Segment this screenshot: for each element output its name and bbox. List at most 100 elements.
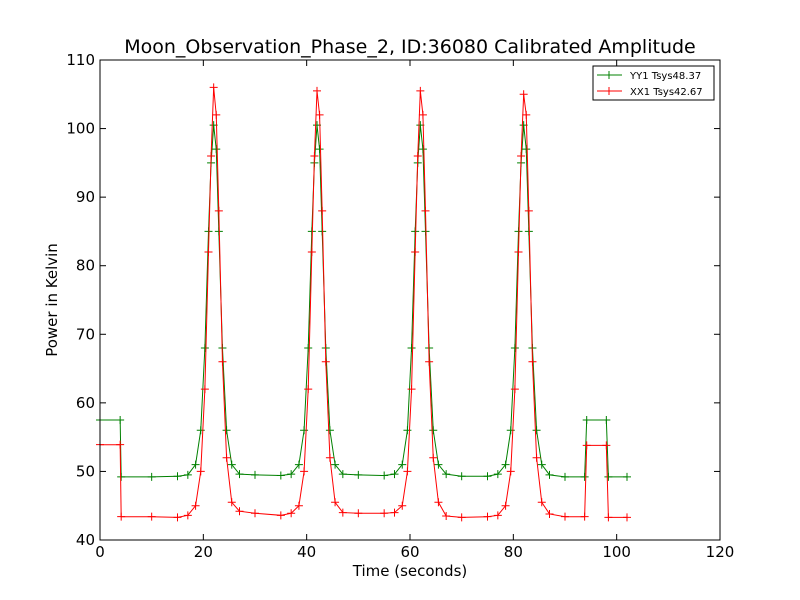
data-point [561,472,569,481]
data-point [582,416,591,424]
data-point [510,385,519,394]
data-point [354,509,363,518]
data-point [196,467,205,476]
y-tick-label: 90 [76,188,95,206]
data-point [117,512,126,521]
data-point [321,357,330,366]
plot-area [96,83,631,522]
data-point [183,470,192,479]
data-point [218,357,227,366]
data-point [434,498,443,507]
data-point [514,248,523,256]
data-point [390,470,399,479]
data-point [204,248,213,256]
data-point [545,509,554,518]
data-point [313,86,321,95]
data-point [407,385,416,394]
data-point [116,440,125,449]
data-point [425,357,434,366]
data-point [331,498,340,507]
data-point [483,472,492,481]
data-point [212,110,221,119]
y-tick-label: 70 [76,325,95,343]
data-point [300,426,309,435]
data-point [380,509,389,518]
data-point [310,152,319,160]
data-point [287,509,296,518]
data-point [403,426,412,435]
data-point [173,472,182,481]
y-tick-label: 100 [66,120,95,138]
x-tick-label: 120 [706,543,735,561]
y-tick-label: 80 [76,257,95,275]
data-point [214,206,223,215]
data-point [325,426,334,435]
data-point [200,344,209,352]
data-point [602,416,611,424]
data-point [604,513,613,522]
data-point [398,501,407,510]
data-point [522,110,531,119]
data-point [580,472,589,481]
x-tick-label: 20 [194,543,213,561]
data-point [200,385,209,394]
y-tick-label: 110 [66,51,95,69]
data-point [501,460,510,469]
data-point [212,145,221,154]
data-point [315,145,324,154]
data-point [318,206,327,215]
data-point [545,470,554,479]
data-point [235,470,244,479]
data-point [251,470,259,479]
legend-marker [605,71,613,79]
data-point [421,206,430,215]
y-tick-label: 50 [76,462,95,480]
data-point [403,467,412,476]
y-axis-label: Power in Kelvin [43,243,61,357]
data-point [390,508,399,517]
data-point [407,344,416,352]
x-axis-label: Time (seconds) [352,562,468,580]
data-point [235,507,244,516]
data-point [227,460,236,469]
data-point [294,501,303,510]
x-tick-label: 40 [297,543,316,561]
data-point [209,83,218,92]
data-point [331,460,340,469]
data-point [528,357,537,366]
data-point [483,512,492,521]
data-point [338,470,347,479]
data-point [222,453,231,462]
data-point [442,512,451,520]
data-point [380,471,389,480]
data-point [354,470,363,479]
data-point [506,426,515,435]
data-point [623,472,631,481]
data-point [276,471,285,480]
data-point [222,426,231,435]
data-point [561,512,569,521]
data-point [501,501,510,510]
data-point [580,512,589,521]
data-point [338,508,347,517]
data-point [418,145,427,154]
data-point [183,511,192,520]
data-point [519,90,528,99]
data-point [307,248,316,256]
data-point [147,512,156,521]
data-point [537,498,546,507]
data-point [411,248,420,256]
data-point [434,460,443,469]
data-point [524,206,533,215]
data-point [191,460,200,469]
data-point [457,513,466,522]
data-point [304,344,313,352]
legend: YY1 Tsys48.37 XX1 Tsys42.67 [592,65,715,101]
x-tick-label: 100 [602,543,631,561]
data-point [287,470,296,479]
legend-label-xx1: XX1 Tsys42.67 [630,87,703,98]
data-point [251,509,259,518]
data-point [537,460,546,469]
data-point [418,110,427,119]
legend-label-yy1: YY1 Tsys48.37 [629,71,701,82]
